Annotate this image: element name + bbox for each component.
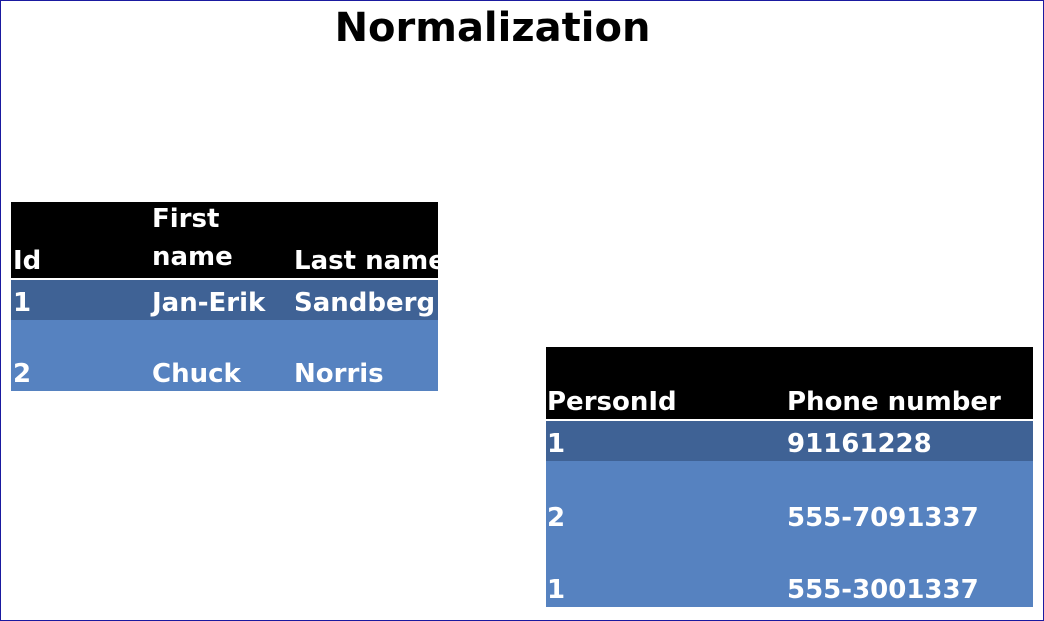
header-person-id: PersonId xyxy=(547,387,677,418)
cell-person-id: 2 xyxy=(547,503,566,534)
header-last-name: Last name xyxy=(294,246,446,277)
table-row: 2 555-7091337 xyxy=(546,461,1033,535)
cell-phone-number: 91161228 xyxy=(787,429,932,460)
cell-id: 1 xyxy=(13,288,32,319)
table-row: 1 Jan-Erik Sandberg xyxy=(11,280,438,320)
person-table: Id First name Last name 1 Jan-Erik Sandbe… xyxy=(11,202,446,391)
cell-last-name: Sandberg xyxy=(294,288,436,319)
cell-person-id: 1 xyxy=(547,429,566,460)
table-row: 2 Chuck Norris xyxy=(11,320,438,391)
cell-phone-number: 555-7091337 xyxy=(787,503,979,534)
cell-phone-number: 555-3001337 xyxy=(787,575,979,606)
header-phone-number: Phone number xyxy=(787,387,1001,418)
cell-id: 2 xyxy=(13,359,32,390)
table-row: 1 91161228 xyxy=(546,421,1033,461)
header-id: Id xyxy=(13,246,42,277)
phone-table: PersonId Phone number 1 91161228 2 555-7… xyxy=(546,347,1033,607)
table-row: 1 555-3001337 xyxy=(546,535,1033,607)
cell-last-name: Norris xyxy=(294,359,384,390)
cell-person-id: 1 xyxy=(547,575,566,606)
cell-first-name: Jan-Erik xyxy=(152,288,266,319)
cell-first-name: Chuck xyxy=(152,359,241,390)
phone-table-header: PersonId Phone number xyxy=(546,347,1033,421)
slide-title: Normalization xyxy=(334,5,651,51)
person-table-header: Id First name Last name xyxy=(11,202,446,280)
header-first-name: First name xyxy=(152,204,233,272)
